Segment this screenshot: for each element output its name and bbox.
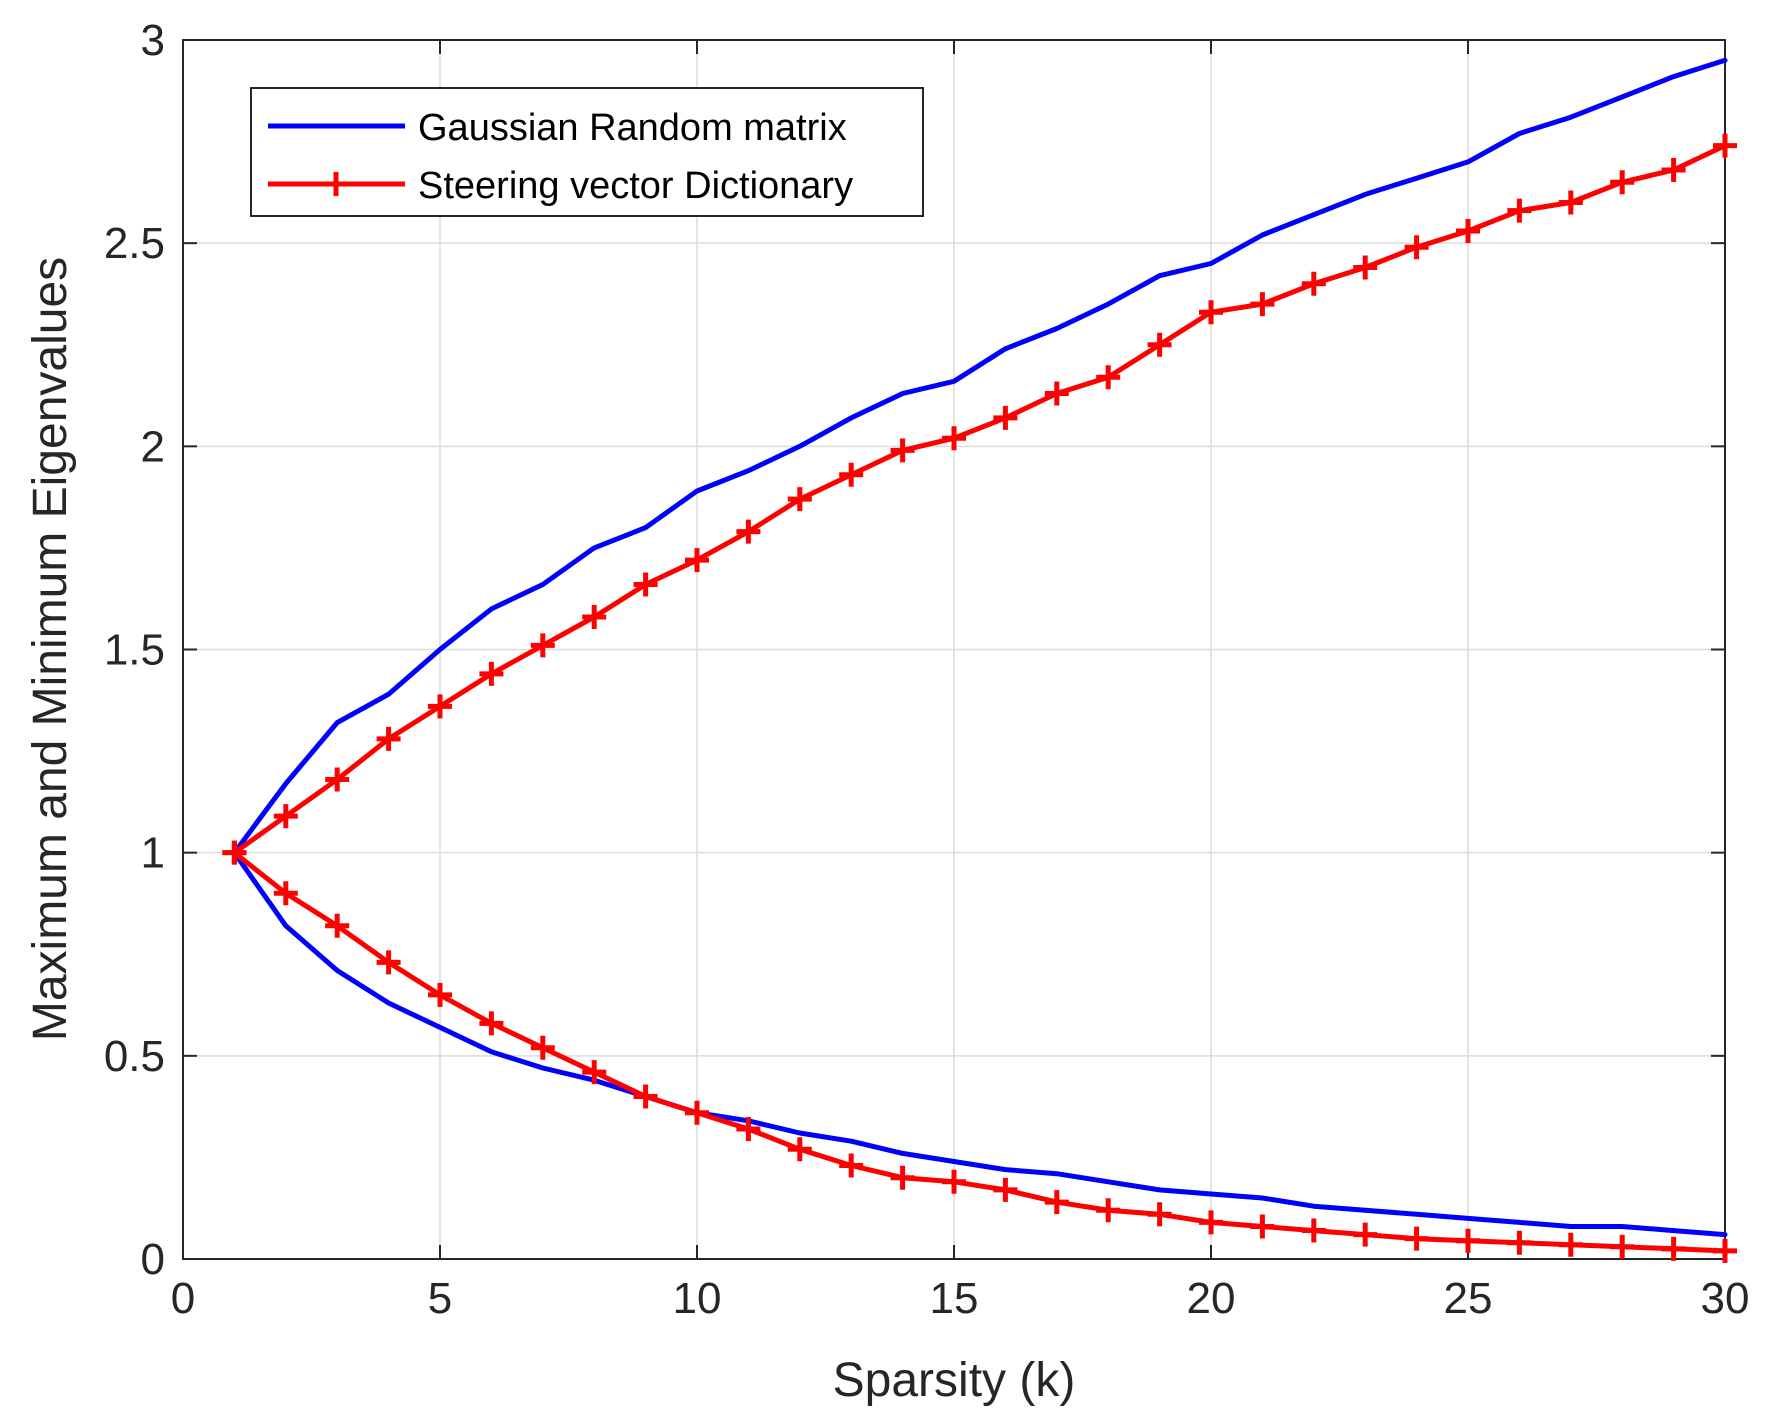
data-point-steering-vector-dictionary-max: [1044, 381, 1069, 406]
legend: Gaussian Random matrix Steering vector D…: [250, 87, 924, 217]
series-line-gaussian-random-matrix-min: [231, 850, 1728, 1238]
data-point-steering-vector-dictionary-min: [325, 913, 350, 938]
x-tick-label: 25: [1444, 1274, 1493, 1323]
data-point-steering-vector-dictionary-min: [1301, 1218, 1326, 1243]
data-point-steering-vector-dictionary-max: [1610, 170, 1635, 195]
data-point-steering-vector-dictionary-min: [273, 881, 298, 906]
data-point-steering-vector-dictionary-min: [1147, 1202, 1172, 1227]
data-point-steering-vector-dictionary-max: [942, 426, 966, 451]
y-tick-label: 1: [141, 829, 165, 878]
data-point-steering-vector-dictionary-max: [890, 438, 915, 463]
x-tick-label: 5: [428, 1274, 452, 1323]
axis-ticks: 0 5 10 15 20 25 30 0 0.5 1 1.5 2 2.5 3: [104, 16, 1750, 1323]
data-point-steering-vector-dictionary-min: [1610, 1234, 1635, 1259]
data-point-steering-vector-dictionary-max: [685, 548, 709, 573]
data-point-steering-vector-dictionary-min: [839, 1153, 864, 1178]
data-point-steering-vector-dictionary-max: [1661, 158, 1686, 183]
x-tick-label: 10: [673, 1274, 722, 1323]
data-point-steering-vector-dictionary-max: [787, 487, 812, 512]
data-point-steering-vector-dictionary-max: [1713, 133, 1737, 158]
data-point-steering-vector-dictionary-min: [685, 1100, 709, 1125]
data-point-steering-vector-dictionary-min: [1661, 1236, 1686, 1261]
data-point-steering-vector-dictionary-min: [942, 1169, 966, 1194]
data-point-steering-vector-dictionary-min: [1456, 1228, 1480, 1253]
x-tick-label: 20: [1187, 1274, 1236, 1323]
data-point-steering-vector-dictionary-max: [273, 804, 298, 829]
legend-label-steering: Steering vector Dictionary: [418, 165, 853, 207]
data-point-steering-vector-dictionary-min: [1044, 1190, 1069, 1215]
data-point-steering-vector-dictionary-min: [736, 1116, 761, 1141]
data-point-steering-vector-dictionary-min: [1507, 1230, 1532, 1255]
data-point-steering-vector-dictionary-max: [1096, 365, 1121, 390]
data-point-steering-vector-dictionary-max: [633, 572, 658, 597]
data-point-steering-vector-dictionary-min: [582, 1060, 607, 1085]
data-point-steering-vector-dictionary-min: [993, 1177, 1018, 1202]
data-point-steering-vector-dictionary-min: [890, 1165, 915, 1190]
data-point-steering-vector-dictionary-min: [1096, 1198, 1121, 1223]
x-tick-label: 30: [1701, 1274, 1750, 1323]
data-point-steering-vector-dictionary-max: [1353, 255, 1378, 280]
series-line-steering-vector-dictionary-max: [231, 143, 1728, 856]
data-point-steering-vector-dictionary-min: [1199, 1210, 1223, 1235]
y-tick-label: 2: [141, 422, 165, 471]
data-point-steering-vector-dictionary-max: [582, 604, 607, 629]
data-point-steering-vector-dictionary-max: [993, 405, 1018, 430]
data-point-steering-vector-dictionary-min: [1353, 1222, 1378, 1247]
data-point-steering-vector-dictionary-max: [325, 767, 350, 792]
data-point-steering-vector-dictionary-max: [428, 694, 452, 719]
data-point-steering-vector-dictionary-min: [428, 982, 452, 1007]
x-axis-title: Sparsity (k): [833, 1354, 1076, 1407]
data-point-steering-vector-dictionary-max: [1301, 271, 1326, 296]
series-line-gaussian-random-matrix-max: [231, 57, 1728, 856]
data-point-steering-vector-dictionary-max: [1199, 300, 1223, 325]
data-point-steering-vector-dictionary-max: [1404, 235, 1429, 260]
data-point-steering-vector-dictionary-min: [222, 840, 247, 865]
data-point-steering-vector-dictionary-min: [376, 950, 401, 975]
legend-box: [250, 87, 924, 217]
data-point-steering-vector-dictionary-min: [633, 1084, 658, 1109]
data-point-steering-vector-dictionary-max: [1558, 190, 1583, 215]
data-point-steering-vector-dictionary-max: [1147, 332, 1172, 357]
data-point-steering-vector-dictionary-max: [1456, 218, 1480, 243]
data-point-steering-vector-dictionary-min: [1713, 1238, 1737, 1263]
y-axis-title: Maximum and Minimum Eigenvalues: [24, 257, 77, 1041]
legend-marker-steering: [324, 172, 348, 196]
y-tick-label: 1.5: [104, 626, 165, 675]
data-point-steering-vector-dictionary-min: [479, 1011, 504, 1036]
data-point-steering-vector-dictionary-min: [1558, 1232, 1583, 1257]
data-point-steering-vector-dictionary-max: [479, 661, 504, 686]
y-tick-label: 2.5: [104, 219, 165, 268]
data-point-steering-vector-dictionary-min: [1404, 1226, 1429, 1251]
data-point-steering-vector-dictionary-max: [736, 519, 761, 544]
data-point-steering-vector-dictionary-max: [376, 726, 401, 751]
data-point-steering-vector-dictionary-max: [1250, 292, 1275, 317]
x-tick-label: 0: [171, 1274, 195, 1323]
y-tick-label: 0: [141, 1235, 165, 1284]
x-tick-label: 15: [930, 1274, 979, 1323]
data-point-steering-vector-dictionary-min: [530, 1035, 555, 1060]
data-point-steering-vector-dictionary-max: [839, 462, 864, 487]
data-point-steering-vector-dictionary-min: [787, 1137, 812, 1162]
data-point-steering-vector-dictionary-max: [1507, 198, 1532, 223]
data-point-steering-vector-dictionary-max: [530, 633, 555, 658]
data-series: [222, 57, 1737, 1263]
legend-label-gaussian: Gaussian Random matrix: [418, 107, 847, 149]
data-point-steering-vector-dictionary-min: [1250, 1214, 1275, 1239]
y-tick-label: 0.5: [104, 1032, 165, 1081]
y-tick-label: 3: [141, 16, 165, 65]
